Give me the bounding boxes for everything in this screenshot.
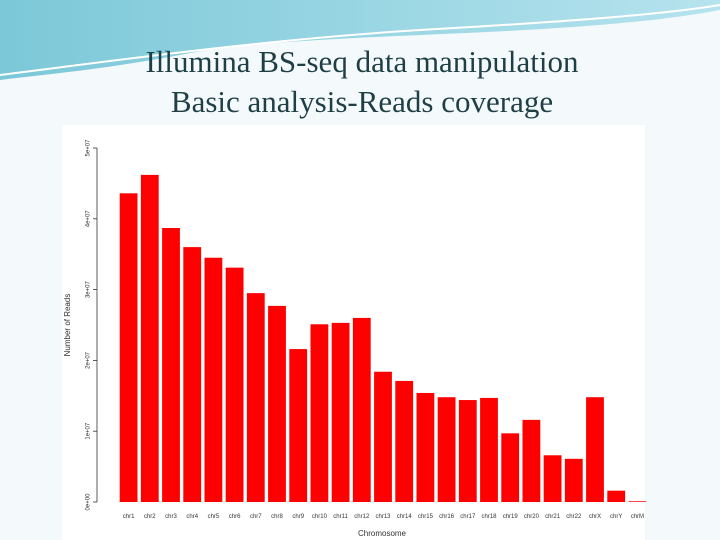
- x-tick-label: chr14: [397, 514, 413, 520]
- x-tick-label: chr21: [545, 514, 561, 520]
- y-tick-label: 2e+07: [86, 351, 92, 369]
- x-tick-label: chr17: [460, 514, 476, 520]
- bar: [374, 371, 392, 502]
- x-tick-label: chr20: [524, 514, 540, 520]
- x-tick-label: chr15: [418, 514, 434, 520]
- bar: [246, 293, 265, 502]
- x-tick-label: chrM: [631, 514, 644, 520]
- x-tick-label: chr7: [250, 514, 262, 520]
- y-tick-label: 5e+07: [86, 139, 92, 157]
- bar: [416, 392, 435, 502]
- x-tick-label: chr4: [186, 514, 198, 520]
- y-tick-label: 1e+07: [86, 422, 92, 440]
- bar: [140, 174, 159, 503]
- bar: [543, 455, 562, 502]
- x-tick-label: chr11: [333, 514, 348, 520]
- x-tick-label: chr22: [566, 514, 582, 520]
- bar: [628, 501, 647, 502]
- bar: [119, 193, 138, 502]
- x-tick-label: chr5: [208, 514, 220, 520]
- bar: [522, 419, 541, 502]
- x-tick-label: chrX: [589, 514, 601, 520]
- bar: [607, 490, 626, 502]
- bar: [501, 433, 520, 502]
- x-tick-label: chr9: [292, 514, 304, 520]
- x-tick-label: chr13: [375, 514, 391, 520]
- bar: [331, 322, 350, 502]
- x-tick-label: chr3: [165, 514, 177, 520]
- x-tick-label: chr16: [439, 514, 455, 520]
- bar: [480, 397, 498, 502]
- bar: [395, 380, 414, 502]
- y-tick-label: 3e+07: [86, 281, 92, 299]
- y-tick-label: 4e+07: [86, 210, 92, 228]
- x-tick-label: chr10: [312, 514, 328, 520]
- wave-line: [0, 4, 720, 76]
- x-tick-label: chr2: [144, 514, 156, 520]
- header-wave: [0, 0, 720, 80]
- title: Illumina BS-seq data manipulation: [145, 44, 579, 79]
- bar: [352, 317, 371, 502]
- x-tick-label: chr6: [229, 514, 241, 520]
- y-axis-label: Number of Reads: [63, 294, 72, 357]
- bar: [564, 458, 583, 502]
- bar: [289, 349, 308, 502]
- subtitle: Basic analysis-Reads coverage: [171, 84, 553, 119]
- bar: [183, 247, 202, 502]
- y-tick-label: 0e+00: [86, 493, 92, 511]
- x-axis-label: Chromosome: [358, 529, 407, 538]
- bar: [586, 397, 604, 502]
- x-tick-label: chr12: [354, 514, 370, 520]
- x-tick-label: chr1: [123, 514, 135, 520]
- x-tick-label: chrY: [610, 514, 622, 520]
- bar: [458, 400, 477, 502]
- bar: [268, 305, 286, 502]
- bar: [310, 324, 329, 502]
- x-tick-label: chr18: [481, 514, 497, 520]
- x-tick-label: chr8: [271, 514, 283, 520]
- bar: [204, 257, 223, 502]
- bar: [225, 267, 244, 502]
- bar: [162, 228, 180, 502]
- x-tick-label: chr19: [503, 514, 519, 520]
- bar: [437, 397, 456, 502]
